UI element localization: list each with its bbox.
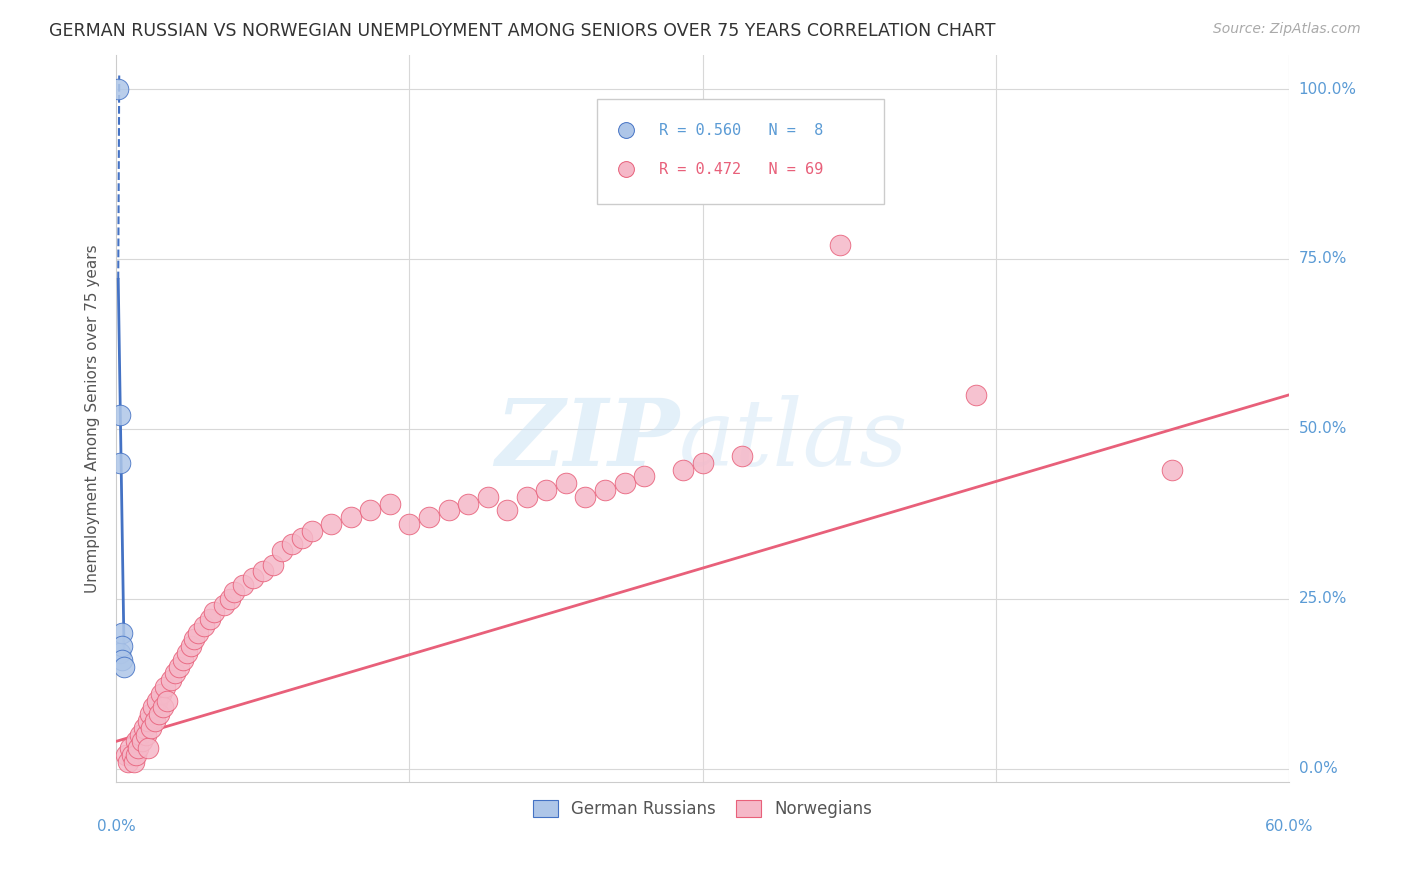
- Point: [965, 388, 987, 402]
- Point: [187, 625, 209, 640]
- Point: [457, 497, 479, 511]
- Point: [148, 707, 170, 722]
- Point: [121, 747, 143, 762]
- Point: [141, 721, 163, 735]
- Point: [828, 238, 851, 252]
- Point: [112, 659, 135, 673]
- Text: 75.0%: 75.0%: [1299, 252, 1347, 267]
- Text: 0.0%: 0.0%: [97, 820, 135, 834]
- Point: [115, 747, 138, 762]
- Point: [132, 721, 155, 735]
- Text: atlas: atlas: [679, 395, 908, 485]
- Point: [111, 625, 134, 640]
- Point: [202, 605, 225, 619]
- Y-axis label: Unemployment Among Seniors over 75 years: Unemployment Among Seniors over 75 years: [86, 244, 100, 593]
- Text: 60.0%: 60.0%: [1265, 820, 1313, 834]
- Point: [152, 700, 174, 714]
- Point: [111, 639, 134, 653]
- Point: [118, 741, 141, 756]
- Text: 50.0%: 50.0%: [1299, 421, 1347, 436]
- Point: [536, 483, 558, 497]
- Point: [1160, 462, 1182, 476]
- Legend: German Russians, Norwegians: German Russians, Norwegians: [526, 793, 879, 824]
- Text: Source: ZipAtlas.com: Source: ZipAtlas.com: [1213, 22, 1361, 37]
- Point: [135, 727, 157, 741]
- Point: [301, 524, 323, 538]
- FancyBboxPatch shape: [598, 99, 884, 204]
- Point: [131, 734, 153, 748]
- Point: [692, 456, 714, 470]
- Point: [731, 449, 754, 463]
- Point: [146, 693, 169, 707]
- Text: ZIP: ZIP: [495, 395, 679, 485]
- Text: 0.0%: 0.0%: [1299, 761, 1337, 776]
- Text: 100.0%: 100.0%: [1299, 81, 1357, 96]
- Point: [127, 741, 149, 756]
- Point: [150, 687, 173, 701]
- Point: [574, 490, 596, 504]
- Point: [242, 571, 264, 585]
- Text: R = 0.472   N = 69: R = 0.472 N = 69: [659, 161, 824, 177]
- Point: [516, 490, 538, 504]
- Point: [153, 680, 176, 694]
- Point: [111, 653, 134, 667]
- Point: [437, 503, 460, 517]
- Point: [955, 152, 977, 166]
- Point: [167, 659, 190, 673]
- Point: [633, 469, 655, 483]
- Point: [593, 483, 616, 497]
- Point: [477, 490, 499, 504]
- Point: [163, 666, 186, 681]
- Point: [378, 497, 401, 511]
- Text: GERMAN RUSSIAN VS NORWEGIAN UNEMPLOYMENT AMONG SENIORS OVER 75 YEARS CORRELATION: GERMAN RUSSIAN VS NORWEGIAN UNEMPLOYMENT…: [49, 22, 995, 40]
- Text: 25.0%: 25.0%: [1299, 591, 1347, 607]
- Point: [180, 639, 202, 653]
- Point: [359, 503, 381, 517]
- Point: [252, 565, 274, 579]
- Point: [183, 632, 205, 647]
- Point: [212, 599, 235, 613]
- Point: [145, 714, 167, 728]
- Point: [218, 591, 240, 606]
- Point: [156, 693, 179, 707]
- Point: [125, 734, 148, 748]
- Point: [418, 510, 440, 524]
- Point: [672, 462, 695, 476]
- Point: [198, 612, 221, 626]
- Point: [262, 558, 284, 572]
- Point: [232, 578, 254, 592]
- Point: [321, 516, 343, 531]
- Text: R = 0.560   N =  8: R = 0.560 N = 8: [659, 122, 824, 137]
- Point: [142, 700, 165, 714]
- Point: [613, 476, 636, 491]
- Point: [496, 503, 519, 517]
- Point: [136, 741, 159, 756]
- Point: [108, 456, 131, 470]
- Point: [136, 714, 159, 728]
- Point: [271, 544, 294, 558]
- Point: [955, 188, 977, 202]
- Point: [108, 646, 131, 660]
- Point: [291, 531, 314, 545]
- Point: [108, 408, 131, 422]
- Point: [117, 755, 139, 769]
- Point: [554, 476, 576, 491]
- Point: [122, 755, 145, 769]
- Point: [340, 510, 363, 524]
- Point: [172, 653, 194, 667]
- Point: [281, 537, 304, 551]
- Point: [107, 82, 129, 96]
- Point: [193, 619, 215, 633]
- Point: [222, 585, 245, 599]
- Point: [160, 673, 183, 688]
- Point: [138, 707, 160, 722]
- Point: [128, 727, 150, 741]
- Point: [176, 646, 198, 660]
- Point: [398, 516, 420, 531]
- Point: [125, 747, 148, 762]
